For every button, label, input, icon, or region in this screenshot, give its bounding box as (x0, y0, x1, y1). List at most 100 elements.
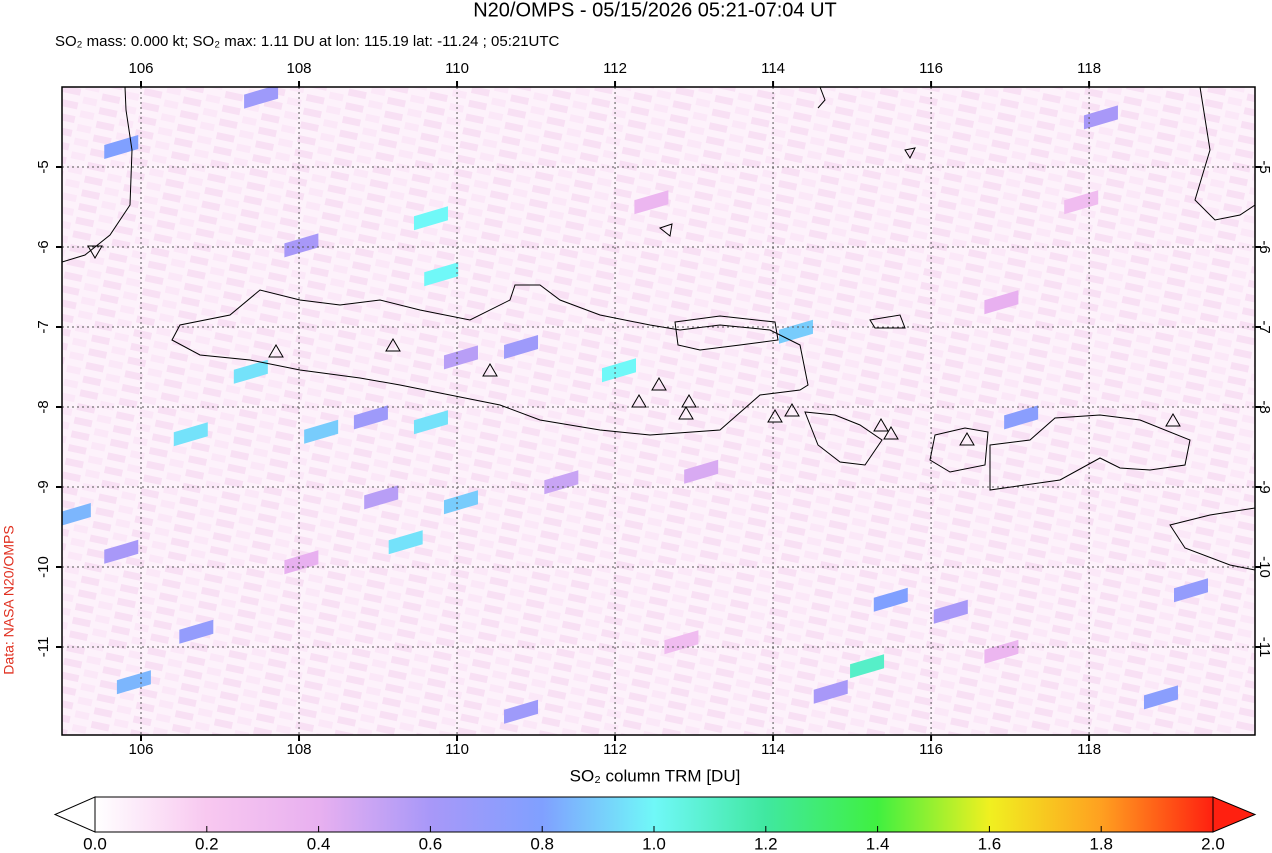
y-tick-label: -10 (35, 556, 52, 578)
y-tick-label: -7 (1256, 320, 1272, 333)
coastline (804, 411, 883, 466)
so2-pixel (504, 699, 539, 724)
volcano (631, 394, 647, 408)
x-tick-label: 106 (128, 60, 153, 77)
so2-pixel (233, 359, 268, 384)
so2-pixel (364, 485, 399, 510)
colorbar-tick-label: 1.2 (754, 834, 778, 853)
colorbar-tick-label: 1.4 (866, 834, 890, 853)
colorbar-tick-label: 1.0 (642, 834, 666, 853)
volcano (784, 403, 800, 417)
colorbar-tick-label: 0.8 (530, 834, 554, 853)
so2-pixel (173, 422, 208, 447)
y-tick-label: -6 (35, 240, 52, 253)
so2-pixel (1004, 405, 1039, 430)
so2-pixel (388, 530, 423, 555)
so2-pixel (813, 679, 848, 704)
so2-pixel (601, 358, 636, 383)
colorbar-tick-label: 1.8 (1089, 834, 1113, 853)
x-tick-label: 108 (287, 60, 312, 77)
so2-pixel (504, 335, 539, 359)
x-tick-label: 106 (128, 741, 153, 758)
x-tick-label: 112 (603, 741, 627, 758)
volcano (385, 338, 401, 352)
so2-pixel (984, 290, 1019, 315)
so2-pixel (244, 87, 279, 109)
so2-pixel (443, 345, 478, 370)
colorbar-body (94, 796, 1214, 833)
coastline (62, 87, 133, 263)
colorbar-tick-label: 0.2 (195, 834, 219, 853)
x-tick-label: 110 (445, 741, 469, 758)
colorbar-label: SO₂ column TRM [DU] (570, 766, 741, 785)
volcano (482, 363, 498, 377)
pixel-layer (62, 87, 1209, 724)
so2-pixel (873, 587, 908, 612)
x-tick-label: 116 (919, 741, 943, 758)
so2-pixel (413, 410, 448, 435)
colorbar-under (53, 796, 96, 833)
coastline (1194, 87, 1255, 221)
so2-pixel (1143, 685, 1178, 710)
so2-pixel (413, 206, 448, 231)
so2-pixel (179, 619, 214, 644)
so2-pixel (304, 419, 339, 444)
y-tick-label: -5 (1256, 160, 1272, 173)
volcano (651, 377, 667, 391)
colorbar-tick-label: 0.4 (307, 834, 331, 853)
so2-pixel (544, 470, 579, 495)
y-tick-label: -9 (35, 480, 52, 493)
x-tick-label: 108 (287, 741, 312, 758)
colorbar-tick-label: 0.6 (419, 834, 443, 853)
so2-pixel (284, 550, 319, 575)
so2-pixel (634, 190, 669, 215)
coastlines (62, 87, 1255, 571)
so2-pixel (116, 670, 151, 695)
volcano (883, 426, 899, 440)
x-tick-label: 118 (1077, 60, 1101, 77)
grid-layer: 106 106 108 108 110 110 112 112 114 114 116 116 118 1… (35, 60, 1272, 758)
volcano (767, 409, 783, 423)
so2-pixel (778, 319, 813, 344)
so2-pixel (1174, 578, 1209, 603)
so2-pixel (443, 490, 478, 515)
y-tick-label: -6 (1256, 240, 1272, 253)
so2-pixel (664, 630, 699, 655)
volcano (681, 394, 697, 408)
coastline (929, 427, 989, 473)
y-tick-label: -11 (35, 637, 52, 658)
so2-pixel (684, 459, 719, 484)
so2-pixel (104, 539, 139, 564)
credit: Data: NASA N20/OMPS (1, 525, 17, 674)
x-tick-label: 112 (603, 60, 627, 77)
title: N20/OMPS - 05/15/2026 05:21-07:04 UT (473, 0, 837, 21)
volcano (959, 432, 975, 446)
coastline (817, 87, 826, 109)
coastline (674, 315, 779, 351)
so2-pixel (104, 135, 139, 159)
colorbar-tick-label: 2.0 (1201, 834, 1225, 853)
subtitle: SO₂ mass: 0.000 kt; SO₂ max: 1.11 DU at … (55, 33, 560, 50)
x-tick-label: 114 (761, 60, 785, 77)
x-tick-label: 114 (761, 741, 785, 758)
colorbar: 0.0 0.2 0.4 0.6 0.8 1.0 1.2 1.4 1.6 1.8 2.0 (53, 796, 1257, 853)
so2-pixel (62, 503, 91, 526)
so2-pixel (1064, 190, 1099, 215)
y-tick-label: -10 (1256, 556, 1272, 578)
so2-pixel (424, 262, 459, 287)
y-tick-label: -8 (1256, 400, 1272, 413)
coastline (658, 147, 916, 329)
volcano (678, 406, 694, 420)
colorbar-tick-label: 0.0 (83, 834, 107, 853)
x-tick-label: 116 (919, 60, 943, 77)
so2-pixel (353, 405, 388, 430)
x-tick-label: 118 (1077, 741, 1101, 758)
colorbar-tick-label: 1.6 (978, 834, 1002, 853)
coastline (989, 414, 1191, 491)
volcano (1165, 413, 1181, 427)
colorbar-over (1212, 796, 1257, 833)
so2-pixel (284, 233, 319, 258)
volcano (873, 418, 889, 432)
y-tick-label: -8 (35, 400, 52, 413)
